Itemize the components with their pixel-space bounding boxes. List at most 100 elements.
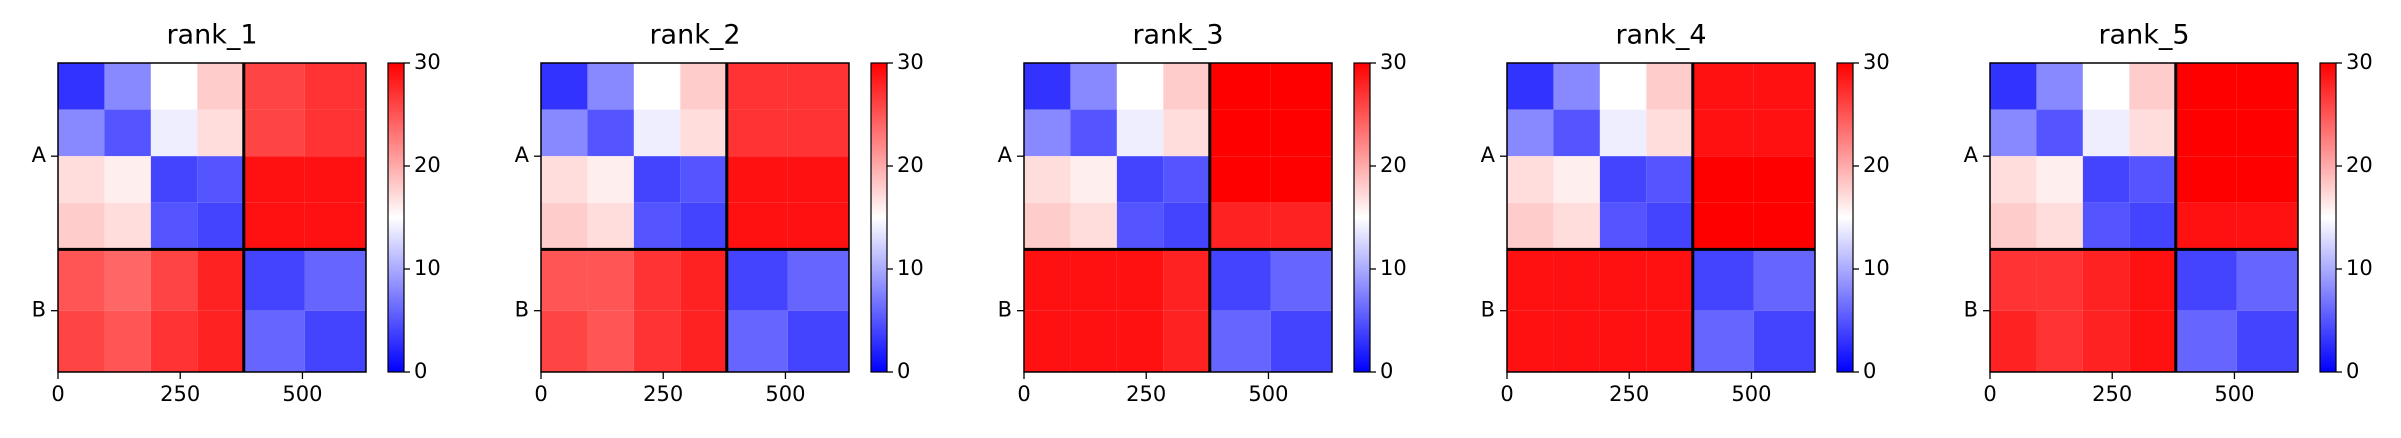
y-tick-label: A (1481, 143, 1496, 167)
x-tick-label: 500 (282, 382, 322, 406)
heatmap-cell (1692, 310, 1754, 372)
heatmap-cell (541, 249, 588, 311)
heatmap-cell (150, 249, 198, 311)
heatmap-cell (2129, 109, 2176, 157)
heatmap-cell (2036, 249, 2083, 311)
x-tick-label: 500 (2214, 382, 2254, 406)
heatmap-cell (1599, 109, 1647, 157)
heatmap-cell (104, 109, 151, 157)
y-tick-label: B (998, 298, 1012, 322)
colorbar (387, 62, 405, 373)
heatmap-cell (2036, 109, 2083, 157)
x-tick-label: 250 (643, 382, 683, 406)
heatmap-cell (197, 109, 244, 157)
heatmap-cell (150, 156, 198, 203)
y-tick-label: A (515, 143, 530, 167)
heatmap-cell (2129, 249, 2176, 311)
y-tick-label: A (1964, 143, 1979, 167)
heatmap-cell (1599, 249, 1647, 311)
heatmap-cell (633, 109, 681, 157)
heatmap-cell (541, 109, 588, 157)
heatmap-cell (1990, 310, 2037, 372)
heatmap-cell (1646, 202, 1693, 250)
heatmap-cell (1507, 109, 1554, 157)
y-tick-label: B (32, 298, 46, 322)
heatmap-cell (2036, 310, 2083, 372)
heatmap-cell (1692, 156, 1754, 203)
heatmap-cell (1163, 156, 1210, 203)
heatmap-cell (2236, 310, 2298, 372)
heatmap-cell (633, 202, 681, 250)
colorbar (2319, 62, 2337, 373)
heatmap-cell (587, 202, 634, 250)
colorbar-tick-label: 10 (897, 256, 924, 280)
heatmap-cell (58, 156, 105, 203)
heatmap-cell (1753, 310, 1815, 372)
heatmap-cell (541, 156, 588, 203)
colorbar (870, 62, 888, 373)
heatmap-cell (1116, 249, 1164, 311)
heatmap-cell (104, 310, 151, 372)
heatmap-cell (2082, 109, 2130, 157)
heatmap-cell (1209, 156, 1271, 203)
heatmap-cell (1646, 249, 1693, 311)
x-tick-label: 0 (1983, 382, 1996, 406)
heatmap-cell (1599, 202, 1647, 250)
x-tick-label: 0 (1017, 382, 1030, 406)
heatmap-cell (1507, 310, 1554, 372)
heatmap-cell (2082, 249, 2130, 311)
colorbar-tick-label: 10 (2346, 256, 2373, 280)
heatmap-cell (1163, 63, 1210, 110)
heatmap-cell (1270, 310, 1332, 372)
heatmap-cell (2236, 202, 2298, 250)
chart-title: rank_3 (1132, 20, 1223, 51)
heatmap-cell (2129, 156, 2176, 203)
chart-title: rank_2 (649, 20, 740, 51)
heatmap-cell (2236, 63, 2298, 110)
colorbar-tick-label: 20 (414, 153, 441, 177)
heatmap-cell (304, 156, 366, 203)
heatmap-cell (1692, 249, 1754, 311)
heatmap-cell (633, 249, 681, 311)
colorbar-tick-label: 20 (2346, 153, 2373, 177)
heatmap-cell (1553, 202, 1600, 250)
heatmap-cell (2175, 156, 2237, 203)
colorbar-tick-label: 0 (414, 359, 427, 383)
x-tick-label: 500 (1248, 382, 1288, 406)
y-tick-label: B (515, 298, 529, 322)
heatmap-cell (541, 63, 588, 110)
heatmap-cell (150, 202, 198, 250)
heatmap-cell (1209, 202, 1271, 250)
colorbar-tick-label: 20 (1863, 153, 1890, 177)
heatmap-cell (1599, 310, 1647, 372)
heatmap-cell (1553, 63, 1600, 110)
heatmap-cell (243, 156, 305, 203)
heatmap-cell (2129, 310, 2176, 372)
heatmap-cell (1507, 202, 1554, 250)
x-tick-label: 0 (534, 382, 547, 406)
heatmap-cell (1209, 310, 1271, 372)
heatmap-cell (2175, 202, 2237, 250)
heatmap-cell (1990, 63, 2037, 110)
heatmap-cell (1507, 156, 1554, 203)
heatmap-cell (243, 310, 305, 372)
heatmap-cell (1070, 310, 1117, 372)
heatmap-cell (304, 310, 366, 372)
heatmap-cell (680, 63, 727, 110)
heatmap-cell (541, 310, 588, 372)
heatmap-cell (587, 310, 634, 372)
y-tick-label: B (1964, 298, 1978, 322)
heatmap-cell (1270, 63, 1332, 110)
chart-title: rank_4 (1615, 20, 1706, 51)
colorbar-tick-label: 30 (414, 50, 441, 74)
heatmap-cell (1753, 202, 1815, 250)
x-tick-label: 250 (1126, 382, 1166, 406)
heatmap-cell (1070, 202, 1117, 250)
x-tick-label: 500 (765, 382, 805, 406)
y-tick-label: B (1481, 298, 1495, 322)
heatmap-cell (2082, 63, 2130, 110)
heatmap-cell (1163, 109, 1210, 157)
heatmap-cell (680, 202, 727, 250)
heatmap-cell (1024, 156, 1071, 203)
heatmap-cell (1163, 249, 1210, 311)
